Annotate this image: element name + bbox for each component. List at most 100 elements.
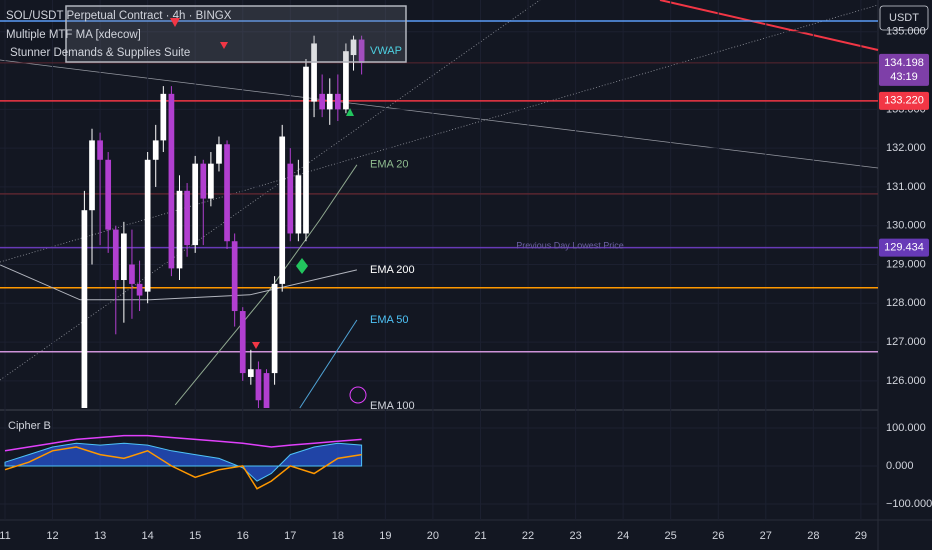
candle-body — [255, 369, 262, 401]
candle-body — [136, 283, 143, 296]
y-tick-label: 129.000 — [886, 258, 926, 270]
candle-body — [295, 175, 302, 234]
y-tick-label: 126.000 — [886, 375, 926, 387]
trend-line — [0, 59, 879, 169]
price-label: 133.220 — [884, 95, 924, 107]
ma-line — [0, 264, 358, 301]
candle-body — [326, 93, 333, 110]
trend-lines — [0, 0, 879, 381]
y-tick-label: 128.000 — [886, 297, 926, 309]
candle-body — [358, 39, 365, 63]
y-tick-label: 131.000 — [886, 181, 926, 193]
signal-marker — [296, 258, 308, 274]
x-tick-label: 20 — [427, 530, 439, 542]
chart-title: SOL/USDT Perpetual Contract · 4h · BINGX — [6, 10, 232, 22]
candle-body — [350, 39, 357, 56]
candle-body — [192, 163, 199, 246]
x-tick-label: 13 — [94, 530, 106, 542]
price-label-box — [879, 238, 929, 257]
osc-line — [4, 434, 362, 452]
candle-body — [311, 43, 317, 102]
price-label: 129.434 — [884, 242, 924, 254]
price-label-box — [879, 91, 929, 110]
candle-body — [279, 136, 286, 284]
y-tick-label: 130.000 — [886, 220, 926, 232]
trend-line — [0, 0, 541, 381]
x-tick-label: 24 — [617, 530, 629, 542]
price-label-box — [879, 53, 929, 86]
osc-tick-label: 100.000 — [886, 422, 926, 434]
candle-body — [152, 140, 159, 160]
ma-label: EMA 20 — [370, 159, 409, 171]
ma-label: EMA 200 — [370, 264, 415, 276]
candle-body — [129, 264, 135, 284]
x-tick-label: 27 — [760, 530, 772, 542]
candle-body — [319, 93, 326, 110]
x-tick-label: 14 — [142, 530, 154, 542]
candle-body — [271, 283, 278, 374]
candle-body — [97, 140, 103, 160]
signal-marker — [252, 342, 260, 349]
candle-body — [224, 144, 230, 242]
candle-body — [343, 51, 349, 110]
candle-body — [112, 229, 119, 281]
countdown: 43:19 — [890, 71, 918, 83]
ma-label: EMA 100 — [370, 400, 415, 412]
osc-tick-label: −100.000 — [886, 498, 932, 510]
signal-marker — [170, 18, 180, 27]
indicator-label: Stunner Demands & Supplies Suite — [10, 47, 190, 59]
indicator-label: Multiple MTF MA [xdecow] — [6, 29, 141, 41]
x-tick-label: 28 — [807, 530, 819, 542]
x-tick-label: 17 — [284, 530, 296, 542]
currency-label[interactable]: USDT — [889, 12, 919, 24]
y-tick-label: 132.000 — [886, 142, 926, 154]
x-tick-label: 11 — [0, 530, 11, 542]
candle-body — [81, 210, 88, 408]
x-tick-label: 15 — [189, 530, 201, 542]
osc-tick-label: 0.000 — [886, 460, 914, 472]
x-tick-label: 26 — [712, 530, 724, 542]
candle-body — [176, 190, 183, 269]
x-tick-label: 29 — [855, 530, 867, 542]
alert-icon[interactable] — [349, 386, 367, 404]
x-tick-label: 22 — [522, 530, 534, 542]
candle-body — [208, 163, 214, 199]
trend-line — [659, 0, 879, 51]
x-tick-label: 21 — [474, 530, 486, 542]
candle-body — [287, 163, 294, 234]
signal-marker — [346, 108, 354, 116]
x-tick-label: 18 — [332, 530, 344, 542]
candle-body — [200, 163, 207, 199]
ma-line — [299, 319, 358, 409]
y-tick-label: 135.000 — [886, 26, 926, 38]
x-tick-label: 12 — [46, 530, 58, 542]
candle-body — [231, 241, 238, 312]
candle-body — [263, 373, 270, 408]
candle-body — [121, 233, 127, 281]
candle-body — [216, 144, 222, 164]
candle-body — [303, 66, 309, 234]
x-tick-label: 19 — [379, 530, 391, 542]
signal-marker — [220, 42, 228, 49]
candle-body — [334, 93, 341, 110]
trend-line — [0, 4, 879, 263]
candle-body — [247, 369, 254, 377]
x-tick-label: 23 — [569, 530, 581, 542]
currency-box[interactable] — [879, 5, 929, 31]
osc-line — [4, 446, 362, 490]
candle-body — [239, 311, 246, 374]
oscillator-title: Cipher B — [8, 420, 51, 432]
y-tick-label: 127.000 — [886, 336, 926, 348]
price-label: 134.198 — [884, 57, 924, 69]
plot — [0, 0, 878, 520]
ma-line — [174, 164, 358, 406]
x-tick-label: 25 — [665, 530, 677, 542]
x-tick-label: 16 — [237, 530, 249, 542]
ma-label: EMA 50 — [370, 314, 409, 326]
level-annotation: Previous Day Lowest Price — [516, 240, 624, 250]
candle-body — [144, 159, 151, 292]
candle-body — [168, 93, 175, 269]
legend-box — [65, 5, 407, 63]
candle-body — [105, 159, 112, 230]
